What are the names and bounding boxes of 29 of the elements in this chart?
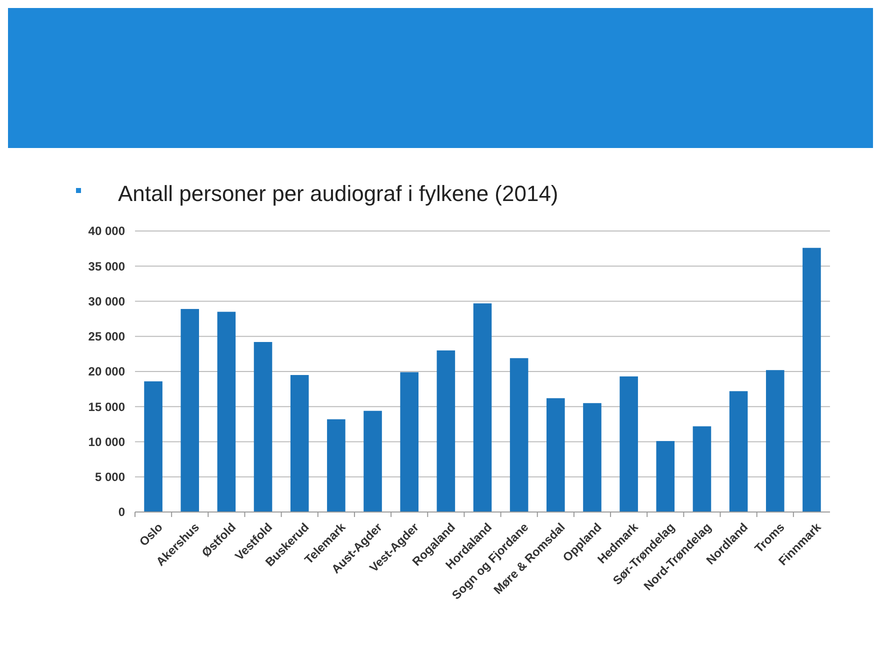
y-tick-label: 0	[118, 505, 126, 520]
bar	[400, 372, 418, 512]
bar	[144, 381, 162, 512]
bar	[254, 342, 272, 512]
bar	[546, 398, 565, 512]
bar	[436, 350, 456, 512]
bar	[510, 358, 528, 512]
bar	[656, 441, 675, 512]
bar	[217, 312, 236, 512]
y-tick-label: 40 000	[88, 224, 126, 238]
chart-title: Antall personer per audiograf i fylkene (2014)	[118, 181, 558, 206]
bar	[364, 410, 382, 512]
bar	[290, 375, 309, 512]
bar	[583, 403, 602, 512]
bar	[802, 248, 821, 512]
y-tick-label: 20 000	[88, 364, 126, 379]
y-tick-label: 30 000	[88, 294, 126, 308]
y-tick-label: 25 000	[88, 330, 126, 344]
y-tick-label: 15 000	[88, 400, 126, 414]
bar	[180, 308, 200, 512]
y-tick-label: 5 000	[94, 470, 126, 484]
bar	[473, 303, 492, 512]
bar	[620, 376, 638, 512]
bar	[729, 391, 748, 512]
bar	[766, 370, 784, 512]
y-tick-label: 10 000	[88, 434, 126, 449]
bar	[327, 419, 346, 512]
bar	[692, 426, 712, 512]
y-tick-label: 35 000	[88, 259, 126, 274]
